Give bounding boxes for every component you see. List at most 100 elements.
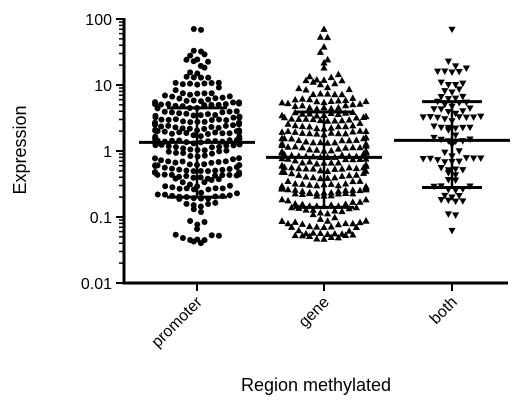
data-point bbox=[441, 192, 449, 200]
data-point bbox=[356, 218, 364, 226]
data-point bbox=[349, 155, 357, 163]
data-point bbox=[161, 128, 168, 135]
data-point bbox=[197, 133, 204, 140]
data-point bbox=[215, 176, 222, 183]
data-point bbox=[334, 122, 342, 130]
data-point bbox=[342, 180, 350, 187]
data-point bbox=[172, 159, 179, 166]
data-point bbox=[291, 179, 299, 187]
data-point bbox=[291, 156, 299, 164]
data-point bbox=[352, 114, 360, 121]
data-point bbox=[190, 58, 197, 65]
data-point bbox=[362, 97, 370, 105]
data-point bbox=[179, 125, 186, 132]
data-point bbox=[219, 166, 226, 173]
data-point bbox=[158, 157, 165, 164]
data-point bbox=[212, 95, 219, 102]
data-point bbox=[316, 215, 324, 222]
data-point bbox=[284, 143, 292, 150]
data-point bbox=[324, 167, 332, 175]
data-point bbox=[327, 97, 335, 105]
data-point bbox=[362, 167, 370, 174]
data-point bbox=[342, 189, 350, 197]
data-point bbox=[219, 109, 226, 116]
data-point bbox=[295, 136, 303, 144]
data-point bbox=[306, 72, 314, 80]
data-point bbox=[455, 192, 463, 200]
data-point bbox=[176, 185, 183, 192]
data-point bbox=[338, 207, 346, 215]
y-tick-label: 100 bbox=[85, 12, 112, 29]
data-point bbox=[477, 155, 485, 163]
data-point bbox=[306, 232, 314, 240]
data-point bbox=[190, 238, 197, 245]
data-point bbox=[342, 219, 350, 227]
data-point bbox=[452, 82, 460, 89]
data-point bbox=[291, 186, 299, 193]
data-point bbox=[190, 97, 197, 104]
data-point bbox=[169, 165, 176, 172]
data-point bbox=[313, 97, 321, 105]
data-point bbox=[212, 185, 219, 192]
data-point bbox=[327, 222, 335, 230]
data-point bbox=[298, 180, 306, 187]
data-point bbox=[208, 177, 215, 184]
data-point bbox=[190, 26, 197, 33]
data-point bbox=[452, 63, 460, 70]
data-point bbox=[161, 92, 168, 99]
data-point bbox=[302, 115, 310, 122]
data-point bbox=[158, 101, 165, 108]
data-point bbox=[187, 91, 194, 98]
data-point bbox=[320, 235, 328, 242]
data-point bbox=[194, 81, 201, 88]
data-point bbox=[437, 165, 445, 172]
data-point bbox=[215, 84, 222, 91]
data-point bbox=[349, 189, 357, 197]
y-axis-label: Expression bbox=[10, 105, 30, 194]
data-point bbox=[309, 90, 317, 98]
data-point bbox=[437, 106, 445, 113]
data-point bbox=[316, 138, 324, 146]
data-point bbox=[183, 172, 190, 179]
data-point bbox=[324, 117, 332, 124]
data-point bbox=[161, 191, 168, 198]
data-point bbox=[216, 116, 223, 123]
data-point bbox=[302, 76, 310, 84]
data-point bbox=[309, 115, 317, 123]
data-point bbox=[459, 108, 467, 115]
data-point bbox=[298, 129, 306, 136]
data-point bbox=[169, 93, 176, 100]
data-point bbox=[165, 101, 172, 108]
data-point bbox=[470, 114, 478, 121]
data-point bbox=[309, 206, 317, 213]
data-point bbox=[201, 161, 208, 168]
data-point bbox=[216, 148, 223, 155]
data-point bbox=[179, 81, 186, 88]
data-point bbox=[362, 112, 370, 120]
data-point bbox=[298, 143, 306, 151]
data-point bbox=[278, 128, 286, 135]
data-point bbox=[331, 90, 339, 98]
data-point bbox=[448, 26, 456, 34]
data-point bbox=[201, 147, 208, 154]
data-point bbox=[349, 100, 357, 108]
data-point bbox=[342, 200, 350, 207]
data-point bbox=[338, 90, 346, 98]
data-point bbox=[313, 223, 321, 230]
data-point bbox=[459, 167, 467, 174]
data-point bbox=[309, 173, 317, 181]
data-point bbox=[316, 89, 324, 97]
data-point bbox=[352, 164, 360, 172]
data-point bbox=[161, 171, 168, 178]
data-point bbox=[356, 143, 364, 151]
data-point bbox=[434, 157, 442, 164]
data-point bbox=[172, 116, 179, 123]
data-point bbox=[306, 123, 314, 130]
data-point bbox=[313, 111, 321, 119]
data-point bbox=[316, 209, 324, 216]
data-point bbox=[291, 189, 299, 197]
data-point bbox=[288, 203, 296, 211]
data-point bbox=[183, 110, 190, 117]
data-point bbox=[172, 124, 179, 131]
data-point bbox=[212, 167, 219, 174]
